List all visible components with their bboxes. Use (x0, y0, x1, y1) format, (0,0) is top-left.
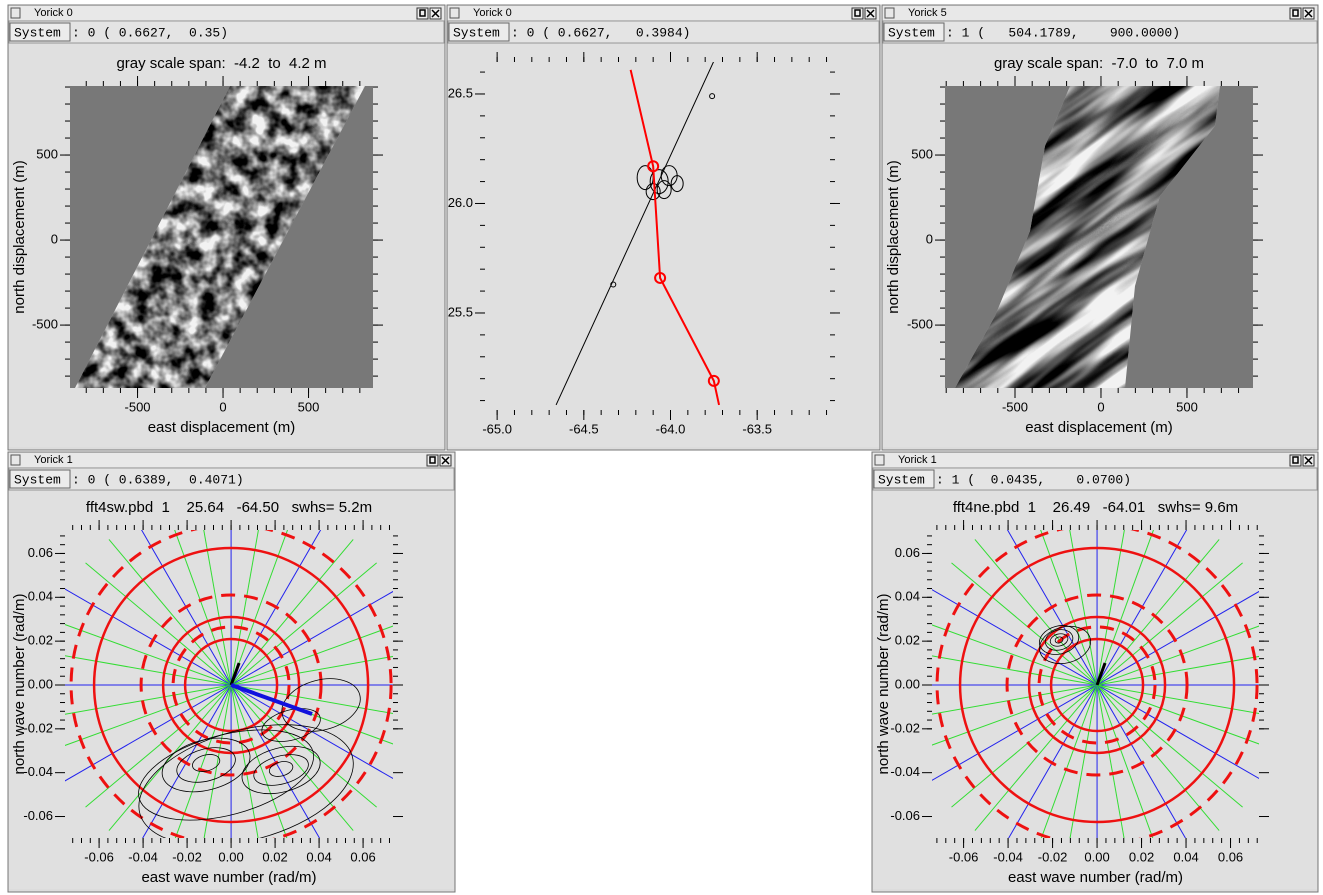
x-tick-label: -0.06 (949, 849, 979, 864)
window-title: Yorick 1 (34, 454, 73, 466)
page: Yorick 0 System : 0 ( 0.6627, 0.35) gray sc… (0, 0, 1323, 895)
status-text: : 0 ( 0.6389, 0.4071) (72, 472, 244, 487)
y-tick-label: 0.04 (895, 589, 920, 604)
status-text: : 1 ( 0.0435, 0.0700) (936, 472, 1131, 487)
x-tick-label: 0.02 (262, 849, 287, 864)
x-tick-label: -64.0 (656, 421, 686, 436)
y-tick-label: 25.5 (448, 304, 473, 319)
x-tick-label: 500 (298, 399, 320, 414)
window: Yorick 1 System : 1 ( 0.0435, 0.0700) fft4n… (867, 452, 1323, 895)
y-tick-label: 0.00 (895, 676, 920, 691)
y-axis-label: north displacement (m) (885, 160, 902, 313)
title-bar (9, 453, 454, 467)
plot-area (448, 44, 879, 447)
y-axis-label: north wave number (rad/m) (875, 594, 892, 775)
system-label: System (453, 25, 500, 40)
y-tick-label: -0.06 (23, 808, 53, 823)
y-tick-label: -0.06 (890, 808, 920, 823)
x-axis-label: east wave number (rad/m) (141, 869, 316, 886)
x-tick-label: -0.04 (993, 849, 1023, 864)
plot-title: gray scale span: -7.0 to 7.0 m (994, 55, 1204, 72)
y-tick-label: -500 (907, 317, 933, 332)
x-tick-label: -0.04 (128, 849, 158, 864)
status-text: : 0 ( 0.6627, 0.35) (72, 25, 228, 40)
system-label: System (878, 472, 925, 487)
x-tick-label: -63.5 (742, 421, 772, 436)
title-bar (9, 6, 444, 20)
system-label: System (14, 472, 61, 487)
x-tick-label: 0.02 (1129, 849, 1154, 864)
x-tick-label: 0.00 (218, 849, 243, 864)
y-tick-label: -0.02 (23, 720, 53, 735)
x-tick-label: -65.0 (482, 421, 512, 436)
status-text: : 0 ( 0.6627, 0.3984) (511, 25, 690, 40)
x-tick-label: -0.06 (84, 849, 114, 864)
y-tick-label: 26.5 (448, 85, 473, 100)
title-bar (883, 6, 1317, 20)
x-tick-label: 0 (219, 399, 226, 414)
x-tick-label: -500 (1002, 399, 1028, 414)
window-title: Yorick 5 (908, 7, 947, 19)
y-tick-label: 0 (926, 231, 933, 246)
window-title: Yorick 0 (473, 7, 512, 19)
system-label: System (14, 25, 61, 40)
plot-title: fft4ne.pbd 1 26.49 -64.01 swhs= 9.6m (953, 499, 1238, 516)
y-tick-label: 500 (911, 146, 933, 161)
x-tick-label: -64.5 (569, 421, 599, 436)
y-tick-label: 0.04 (28, 589, 53, 604)
x-tick-label: 0.04 (1173, 849, 1198, 864)
x-tick-label: 0.06 (1218, 849, 1243, 864)
x-tick-label: -0.02 (172, 849, 202, 864)
y-tick-label: -0.04 (890, 764, 920, 779)
y-tick-label: 0.02 (28, 633, 53, 648)
window: Yorick 0 System : 0 ( 0.6627, 0.3984) -65.0… (447, 5, 880, 450)
plot-title: gray scale span: -4.2 to 4.2 m (116, 55, 326, 72)
x-tick-label: 500 (1176, 399, 1198, 414)
x-tick-label: 0.06 (350, 849, 375, 864)
title-bar (873, 453, 1317, 467)
y-tick-label: 26.0 (448, 195, 473, 210)
x-axis-label: east wave number (rad/m) (1008, 869, 1183, 886)
plot-title: fft4sw.pbd 1 25.64 -64.50 swhs= 5.2m (86, 499, 372, 516)
x-tick-label: 0.04 (306, 849, 331, 864)
y-axis-label: north displacement (m) (11, 160, 28, 313)
window-title: Yorick 1 (898, 454, 937, 466)
x-tick-label: -500 (125, 399, 151, 414)
system-label: System (888, 25, 935, 40)
y-tick-label: 500 (36, 146, 58, 161)
x-tick-label: 0 (1097, 399, 1104, 414)
x-tick-label: 0.00 (1084, 849, 1109, 864)
y-tick-label: 0.06 (895, 545, 920, 560)
window: Yorick 1 System : 0 ( 0.6389, 0.4071) fft4s… (1, 452, 461, 895)
x-axis-label: east displacement (m) (148, 419, 296, 436)
y-axis-label: north wave number (rad/m) (11, 594, 28, 775)
status-text: : 1 ( 504.1789, 900.0000) (946, 25, 1180, 40)
y-tick-label: -0.04 (23, 764, 53, 779)
y-tick-label: 0.00 (28, 676, 53, 691)
y-tick-label: -500 (32, 317, 58, 332)
y-tick-label: 0 (51, 231, 58, 246)
y-tick-label: 0.02 (895, 633, 920, 648)
title-bar (448, 6, 879, 20)
window-title: Yorick 0 (34, 7, 73, 19)
x-axis-label: east displacement (m) (1025, 419, 1173, 436)
x-tick-label: -0.02 (1038, 849, 1068, 864)
y-tick-label: -0.02 (890, 720, 920, 735)
y-tick-label: 0.06 (28, 545, 53, 560)
screen: Yorick 0 System : 0 ( 0.6627, 0.35) gray sc… (0, 0, 1323, 895)
